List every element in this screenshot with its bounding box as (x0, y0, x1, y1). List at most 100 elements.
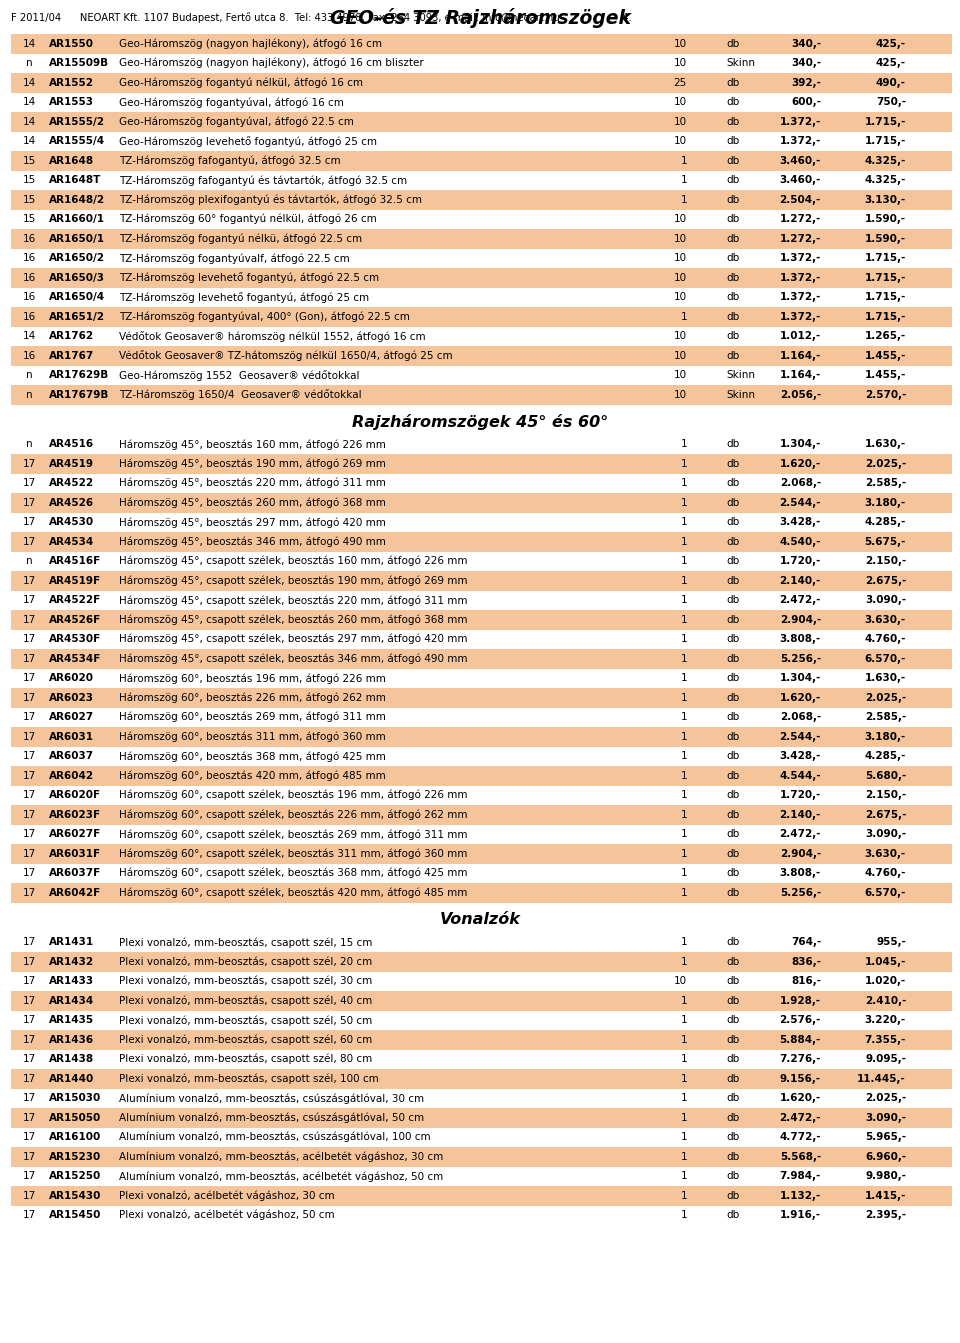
Bar (11, 766, 952, 786)
Text: 14: 14 (22, 97, 36, 107)
Text: Háromszög 60°, csapott szélek, beosztás 311 mm, átfogó 360 mm: Háromszög 60°, csapott szélek, beosztás … (119, 849, 468, 860)
Text: 1: 1 (681, 537, 687, 547)
Text: 1: 1 (681, 576, 687, 586)
Text: 17: 17 (22, 888, 36, 897)
Text: Háromszög 60°, csapott szélek, beosztás 368 mm, átfogó 425 mm: Háromszög 60°, csapott szélek, beosztás … (119, 868, 468, 878)
Text: 10: 10 (674, 332, 687, 341)
Text: db: db (726, 136, 739, 146)
Bar (11, 649, 952, 669)
Text: 16: 16 (22, 351, 36, 361)
Text: 1: 1 (681, 937, 687, 947)
Bar (11, 308, 952, 326)
Text: db: db (726, 175, 739, 185)
Text: 2.472,-: 2.472,- (780, 829, 821, 839)
Bar (11, 727, 952, 747)
Text: AR6027F: AR6027F (49, 829, 101, 839)
Text: db: db (726, 673, 739, 684)
Text: 1.012,-: 1.012,- (780, 332, 821, 341)
Text: AR4516: AR4516 (49, 439, 94, 450)
Text: 1: 1 (681, 556, 687, 567)
Text: 17: 17 (22, 956, 36, 967)
Bar (11, 1147, 952, 1167)
Text: 16: 16 (22, 312, 36, 322)
Text: 5.675,-: 5.675,- (865, 537, 906, 547)
Text: 17: 17 (22, 459, 36, 469)
Text: TZ-Háromszög fogantyúval, 400° (Gon), átfogó 22.5 cm: TZ-Háromszög fogantyúval, 400° (Gon), át… (119, 312, 410, 322)
Text: 3.090,-: 3.090,- (865, 829, 906, 839)
Text: 17: 17 (22, 849, 36, 858)
Text: n: n (26, 389, 33, 400)
Text: 14: 14 (22, 117, 36, 126)
Text: 9.980,-: 9.980,- (865, 1171, 906, 1182)
Text: 4.285,-: 4.285,- (865, 751, 906, 761)
Text: F 2011/04      NEOART Kft. 1107 Budapest, Fertő utca 8.  Tel: 433 4978, Fax: 264: F 2011/04 NEOART Kft. 1107 Budapest, Fer… (11, 12, 632, 23)
Bar (11, 552, 952, 571)
Text: 1: 1 (681, 693, 687, 702)
Text: 4.540,-: 4.540,- (780, 537, 821, 547)
Text: 3.428,-: 3.428,- (780, 751, 821, 761)
Text: AR1433: AR1433 (49, 976, 94, 986)
Text: 1.265,-: 1.265,- (865, 332, 906, 341)
Text: 1: 1 (681, 175, 687, 185)
Text: 2.570,-: 2.570,- (865, 389, 906, 400)
Text: 764,-: 764,- (791, 937, 821, 947)
Text: AR6031F: AR6031F (49, 849, 101, 858)
Text: AR4522F: AR4522F (49, 595, 101, 606)
Text: 1.372,-: 1.372,- (780, 273, 821, 283)
Text: 17: 17 (22, 478, 36, 489)
Text: 10: 10 (674, 39, 687, 48)
Text: Geo-Háromszög fogantyúval, átfogó 22.5 cm: Geo-Háromszög fogantyúval, átfogó 22.5 c… (119, 117, 354, 128)
Text: 2.150,-: 2.150,- (865, 556, 906, 567)
Bar (11, 1128, 952, 1147)
Text: Háromszög 45°, csapott szélek, beosztás 160 mm, átfogó 226 mm: Háromszög 45°, csapott szélek, beosztás … (119, 556, 468, 567)
Text: db: db (726, 517, 739, 528)
Text: 1.020,-: 1.020,- (865, 976, 906, 986)
Text: AR15050: AR15050 (49, 1113, 101, 1123)
Text: 1.928,-: 1.928,- (780, 995, 821, 1006)
Text: 10: 10 (674, 136, 687, 146)
Text: AR1650/3: AR1650/3 (49, 273, 105, 283)
Text: TZ-Háromszög levehető fogantyú, átfogó 25 cm: TZ-Háromszög levehető fogantyú, átfogó 2… (119, 291, 370, 302)
Text: AR4526F: AR4526F (49, 615, 101, 624)
Text: 1.620,-: 1.620,- (780, 459, 821, 469)
Text: 17: 17 (22, 615, 36, 624)
Bar (11, 991, 952, 1010)
Text: Skinn: Skinn (726, 389, 755, 400)
Text: 1.630,-: 1.630,- (865, 673, 906, 684)
Text: 1: 1 (681, 459, 687, 469)
Text: 2.585,-: 2.585,- (865, 478, 906, 489)
Text: Geo-Háromszög levehető fogantyú, átfogó 25 cm: Geo-Háromszög levehető fogantyú, átfogó … (119, 136, 377, 146)
Text: 1.715,-: 1.715,- (865, 312, 906, 322)
Text: 9.095,-: 9.095,- (865, 1054, 906, 1064)
Text: 6.570,-: 6.570,- (865, 888, 906, 897)
Text: 16: 16 (22, 273, 36, 283)
Text: 3.130,-: 3.130,- (865, 195, 906, 204)
Text: 1.132,-: 1.132,- (780, 1191, 821, 1201)
Text: AR1550: AR1550 (49, 39, 94, 48)
Bar (11, 111, 952, 132)
Text: 17: 17 (22, 693, 36, 702)
Bar (11, 248, 952, 269)
Text: 15: 15 (22, 156, 36, 165)
Text: db: db (726, 1113, 739, 1123)
Text: 10: 10 (674, 215, 687, 224)
Bar (11, 804, 952, 825)
Bar (11, 171, 952, 189)
Text: 17: 17 (22, 751, 36, 761)
Text: AR1434: AR1434 (49, 995, 94, 1006)
Text: db: db (726, 1034, 739, 1045)
Text: TZ-Háromszög fafogantyú, átfogó 32.5 cm: TZ-Háromszög fafogantyú, átfogó 32.5 cm (119, 156, 341, 167)
Text: 9.156,-: 9.156,- (780, 1074, 821, 1084)
Text: 1.304,-: 1.304,- (780, 673, 821, 684)
Text: 2.504,-: 2.504,- (780, 195, 821, 204)
Text: AR4530F: AR4530F (49, 634, 101, 645)
Text: Háromszög 60°, csapott szélek, beosztás 269 mm, átfogó 311 mm: Háromszög 60°, csapott szélek, beosztás … (119, 829, 468, 839)
Text: AR1555/4: AR1555/4 (49, 136, 106, 146)
Text: AR1553: AR1553 (49, 97, 94, 107)
Text: AR4526: AR4526 (49, 498, 94, 508)
Text: 14: 14 (22, 332, 36, 341)
Text: db: db (726, 312, 739, 322)
Text: 1: 1 (681, 849, 687, 858)
Bar (11, 435, 952, 454)
Bar (11, 93, 952, 111)
